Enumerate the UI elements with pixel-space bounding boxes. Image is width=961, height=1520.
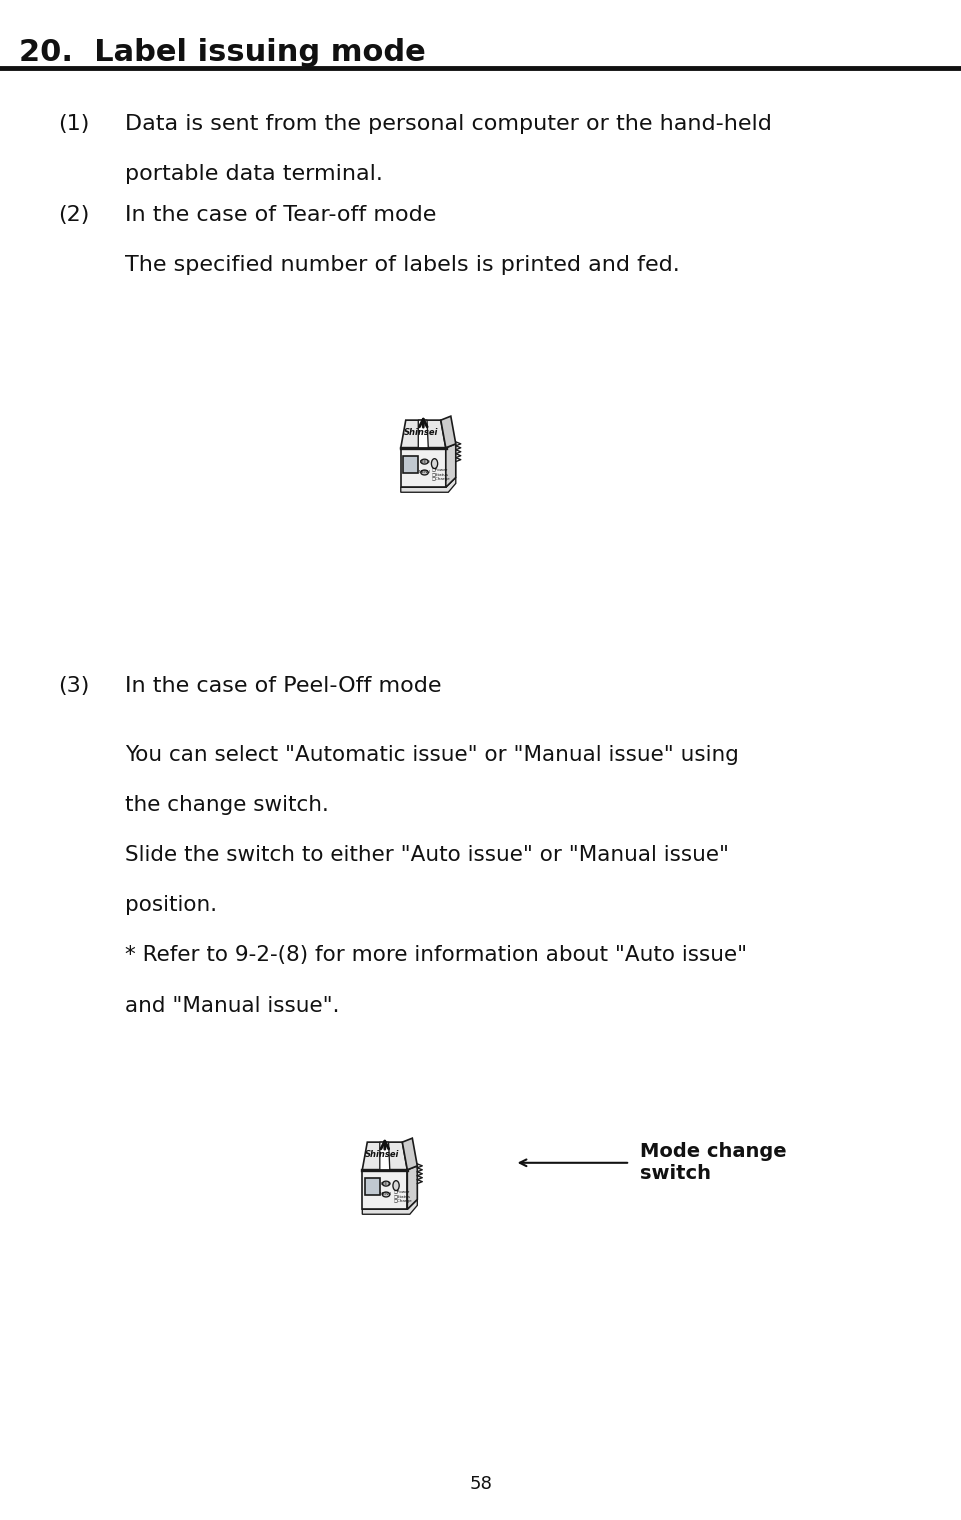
Text: Data is sent from the personal computer or the hand-held: Data is sent from the personal computer … (125, 114, 771, 134)
Ellipse shape (420, 459, 428, 464)
Text: MENU: MENU (380, 1193, 392, 1196)
Text: (2): (2) (58, 205, 89, 225)
Polygon shape (407, 1166, 417, 1210)
Text: You can select "Automatic issue" or "Manual issue" using: You can select "Automatic issue" or "Man… (125, 745, 738, 765)
Text: (1): (1) (58, 114, 89, 134)
Polygon shape (401, 477, 456, 492)
Polygon shape (380, 1142, 389, 1170)
Text: 20.  Label issuing mode: 20. Label issuing mode (19, 38, 426, 67)
Polygon shape (401, 420, 445, 448)
Text: and "Manual issue".: and "Manual issue". (125, 996, 339, 1015)
Text: Slide the switch to either "Auto issue" or "Manual issue": Slide the switch to either "Auto issue" … (125, 845, 728, 865)
Text: Shinsei: Shinsei (404, 429, 437, 438)
Bar (403, 456, 418, 474)
Text: FEED: FEED (381, 1181, 391, 1186)
Text: the change switch.: the change switch. (125, 795, 329, 815)
Ellipse shape (382, 1192, 389, 1196)
Text: FEED: FEED (419, 459, 430, 464)
Text: In the case of Peel-Off mode: In the case of Peel-Off mode (125, 676, 441, 696)
Circle shape (431, 459, 437, 468)
Text: □Power
□Status
□Charge: □Power □Status □Charge (393, 1190, 411, 1204)
Text: 58: 58 (469, 1474, 492, 1493)
Polygon shape (440, 416, 456, 448)
Polygon shape (418, 420, 428, 448)
Polygon shape (362, 1170, 407, 1210)
Text: In the case of Tear-off mode: In the case of Tear-off mode (125, 205, 436, 225)
Text: position.: position. (125, 895, 217, 915)
Text: Mode change
switch: Mode change switch (639, 1143, 785, 1183)
Polygon shape (401, 448, 445, 488)
Text: The specified number of labels is printed and fed.: The specified number of labels is printe… (125, 255, 679, 275)
Circle shape (392, 1181, 399, 1190)
Text: * Refer to 9-2-(8) for more information about "Auto issue": * Refer to 9-2-(8) for more information … (125, 945, 747, 965)
Text: MENU: MENU (418, 471, 431, 474)
Text: □Power
□Status
□Charge: □Power □Status □Charge (431, 468, 450, 482)
Text: (3): (3) (58, 676, 89, 696)
Polygon shape (362, 1199, 417, 1214)
Text: portable data terminal.: portable data terminal. (125, 164, 382, 184)
Polygon shape (362, 1142, 407, 1170)
Text: Shinsei: Shinsei (365, 1151, 399, 1160)
Bar (364, 1178, 380, 1195)
Ellipse shape (382, 1181, 389, 1186)
Polygon shape (402, 1138, 417, 1170)
Polygon shape (445, 444, 456, 488)
Ellipse shape (420, 470, 428, 474)
